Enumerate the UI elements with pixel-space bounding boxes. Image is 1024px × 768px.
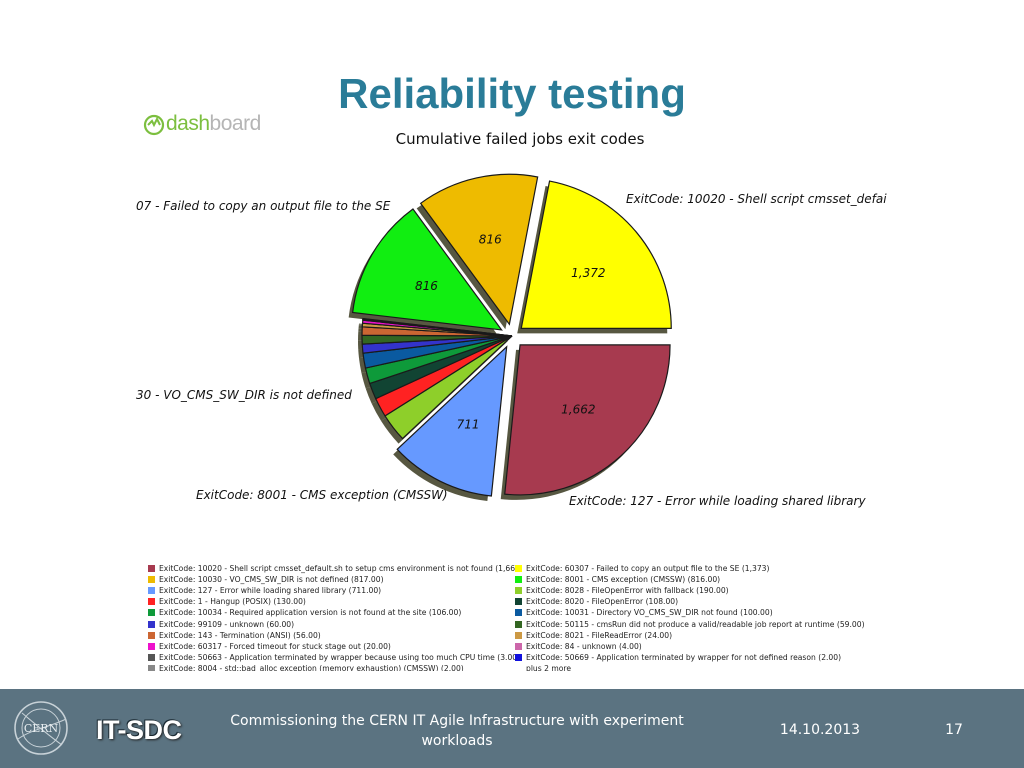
legend-label: ExitCode: 10030 - VO_CMS_SW_DIR is not d…	[159, 575, 384, 585]
legend-item: ExitCode: 8028 - FileOpenError with fall…	[515, 585, 882, 596]
legend-swatch	[515, 620, 522, 628]
chart-legend: ExitCode: 10020 - Shell script cmsset_de…	[148, 563, 888, 671]
pie-slice-callout-label: ExitCode: 8001 - CMS exception (CMSSW)	[196, 488, 448, 502]
page-number: 17	[945, 722, 963, 738]
legend-label: ExitCode: 1 - Hangup (POSIX) (130.00)	[159, 597, 306, 607]
legend-label: ExitCode: 127 - Error while loading shar…	[159, 586, 382, 596]
legend-label: ExitCode: 10020 - Shell script cmsset_de…	[159, 564, 515, 574]
legend-swatch	[515, 587, 522, 595]
legend-label: ExitCode: 60307 - Failed to copy an outp…	[526, 564, 770, 574]
pie-slice-callout-label: 07 - Failed to copy an output file to th…	[136, 199, 391, 213]
legend-label: ExitCode: 143 - Termination (ANSI) (56.0…	[159, 630, 321, 640]
legend-label: ExitCode: 8020 - FileOpenError (108.00)	[526, 597, 679, 607]
legend-label: ExitCode: 60317 - Forced timeout for stu…	[159, 641, 391, 651]
legend-item: ExitCode: 10030 - VO_CMS_SW_DIR is not d…	[148, 574, 515, 585]
legend-item: ExitCode: 143 - Termination (ANSI) (56.0…	[148, 630, 515, 641]
pie-slice	[351, 208, 503, 331]
pie-slice	[396, 345, 508, 497]
pie-chart: Cumulative failed jobs exit codes 1,662 7…	[136, 130, 887, 508]
pie-slice-callout-label: 30 - VO_CMS_SW_DIR is not defined	[136, 388, 352, 402]
legend-label: ExitCode: 84 - unknown (4.00)	[526, 641, 642, 651]
legend-swatch	[148, 664, 155, 671]
legend-item: ExitCode: 8001 - CMS exception (CMSSW) (…	[515, 574, 882, 585]
legend-item: ExitCode: 10020 - Shell script cmsset_de…	[148, 563, 515, 574]
legend-swatch	[148, 565, 155, 573]
dashboard-logo: dashboard	[142, 110, 282, 140]
legend-label: ExitCode: 8028 - FileOpenError with fall…	[526, 586, 729, 596]
pie-slice-value-label: 816	[479, 232, 502, 246]
pie-slice-value-label: 1,662	[561, 402, 595, 416]
legend-item: ExitCode: 50115 - cmsRun did not produce…	[515, 618, 882, 629]
legend-label: ExitCode: 50663 - Application terminated…	[159, 652, 515, 662]
legend-item: ExitCode: 8004 - std::bad_alloc exceptio…	[148, 663, 515, 671]
chart-title: Cumulative failed jobs exit codes	[396, 130, 645, 148]
legend-label: ExitCode: 10031 - Directory VO_CMS_SW_DI…	[526, 608, 773, 618]
legend-item: ExitCode: 10034 - Required application v…	[148, 607, 515, 618]
group-logo-text: IT-SDC	[96, 715, 182, 745]
legend-label: ExitCode: 8021 - FileReadError (24.00)	[526, 630, 673, 640]
legend-swatch	[515, 576, 522, 584]
legend-swatch	[515, 631, 522, 639]
cern-logo-text: CERN	[24, 722, 59, 735]
legend-item: ExitCode: 10031 - Directory VO_CMS_SW_DI…	[515, 607, 882, 618]
legend-item: ExitCode: 99109 - unknown (60.00)	[148, 618, 515, 629]
legend-swatch	[148, 653, 155, 661]
legend-item: ExitCode: 1 - Hangup (POSIX) (130.00)	[148, 596, 515, 607]
footer-date: 14.10.2013	[779, 722, 861, 738]
legend-item: plus 2 more	[515, 663, 882, 671]
legend-swatch	[515, 598, 522, 606]
dashboard-logo-text: dashboard	[166, 112, 261, 135]
legend-swatch	[148, 620, 155, 628]
slide-title: Reliability testing	[338, 70, 686, 117]
legend-item: ExitCode: 50669 - Application terminated…	[515, 652, 882, 663]
footer-bar: CERN IT-SDC Commissioning the CERN IT Ag…	[0, 689, 1024, 768]
legend-item: ExitCode: 60307 - Failed to copy an outp…	[515, 563, 882, 574]
legend-swatch	[515, 642, 522, 650]
legend-swatch	[148, 598, 155, 606]
legend-label: ExitCode: 8001 - CMS exception (CMSSW) (…	[526, 575, 721, 585]
dashboard-logo-icon	[143, 114, 165, 136]
legend-swatch	[515, 665, 522, 671]
legend-label: ExitCode: 99109 - unknown (60.00)	[159, 619, 295, 629]
legend-label: ExitCode: 10034 - Required application v…	[159, 608, 462, 618]
pie-slice	[362, 317, 513, 337]
legend-swatch	[515, 565, 522, 573]
legend-item: ExitCode: 60317 - Forced timeout for stu…	[148, 641, 515, 652]
legend-label: ExitCode: 50115 - cmsRun did not produce…	[526, 619, 865, 629]
pie-slice-value-label: 711	[457, 418, 480, 432]
legend-item: ExitCode: 127 - Error while loading shar…	[148, 585, 515, 596]
pie-slice-callout-label: ExitCode: 127 - Error while loading shar…	[569, 494, 866, 508]
legend-label: plus 2 more	[526, 663, 572, 671]
legend-swatch	[148, 587, 155, 595]
legend-label: ExitCode: 50669 - Application terminated…	[526, 652, 842, 662]
legend-item: ExitCode: 8020 - FileOpenError (108.00)	[515, 596, 882, 607]
legend-swatch	[148, 631, 155, 639]
pie-slice	[419, 173, 539, 326]
legend-swatch	[515, 653, 522, 661]
legend-swatch	[148, 576, 155, 584]
footer-title: Commissioning the CERN IT Agile Infrastr…	[230, 713, 684, 749]
legend-label: ExitCode: 8004 - std::bad_alloc exceptio…	[159, 663, 464, 671]
legend-item: ExitCode: 50663 - Application terminated…	[148, 652, 515, 663]
legend-swatch	[515, 609, 522, 617]
pie-slice	[504, 344, 671, 496]
pie-slice-callout-label: ExitCode: 10020 - Shell script cmsset_de…	[626, 192, 887, 206]
legend-item: ExitCode: 8021 - FileReadError (24.00)	[515, 630, 882, 641]
cern-logo-icon: CERN	[14, 701, 68, 755]
legend-swatch	[148, 609, 155, 617]
pie-slice	[520, 180, 672, 329]
legend-item: ExitCode: 84 - unknown (4.00)	[515, 641, 882, 652]
pie-slice-value-label: 816	[415, 279, 438, 293]
legend-swatch	[148, 642, 155, 650]
pie-slice-value-label: 1,372	[571, 266, 605, 280]
